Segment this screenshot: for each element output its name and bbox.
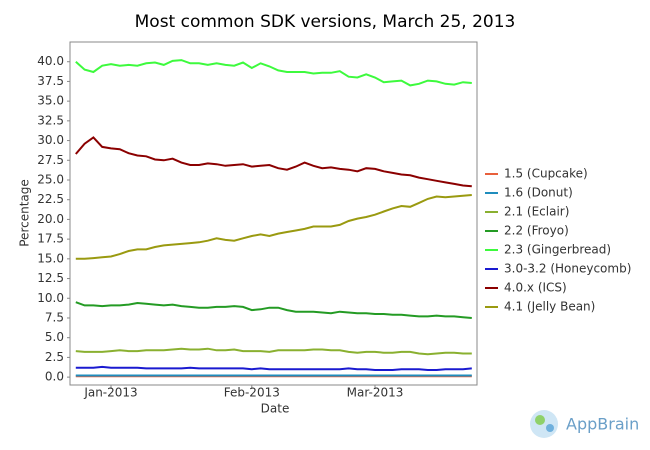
series-line (75, 347, 472, 356)
y-tick-label: 20.0 (37, 212, 64, 226)
logo-icon (546, 424, 554, 432)
legend-label: 4.0.x (ICS) (504, 281, 567, 295)
x-axis-label: Date (261, 402, 290, 416)
y-tick-label: 7.5 (45, 310, 64, 324)
y-tick-label: 25.0 (37, 172, 64, 186)
y-tick-label: 27.5 (37, 153, 64, 167)
x-tick-label: Feb-2013 (224, 386, 280, 400)
y-tick-label: 32.5 (37, 113, 64, 127)
legend-label: 1.5 (Cupcake) (504, 167, 588, 181)
legend-label: 2.1 (Eclair) (504, 205, 569, 219)
y-tick-label: 30.0 (37, 133, 64, 147)
legend-label: 3.0-3.2 (Honeycomb) (504, 262, 631, 276)
series-line (75, 59, 472, 87)
y-tick-label: 0.0 (45, 370, 64, 384)
y-tick-label: 15.0 (37, 251, 64, 265)
series-line (75, 301, 472, 319)
legend-label: 2.2 (Froyo) (504, 224, 569, 238)
y-tick-label: 35.0 (37, 94, 64, 108)
y-tick-label: 5.0 (45, 330, 64, 344)
chart-title: Most common SDK versions, March 25, 2013 (135, 12, 516, 32)
x-tick-label: Mar-2013 (347, 386, 404, 400)
y-tick-label: 22.5 (37, 192, 64, 206)
plot-frame (69, 41, 478, 386)
y-axis-label: Percentage (18, 179, 32, 247)
logo-icon (535, 415, 545, 425)
legend-label: 4.1 (Jelly Bean) (504, 300, 595, 314)
logo-icon (530, 410, 558, 438)
x-tick-label: Jan-2013 (83, 386, 137, 400)
y-tick-label: 37.5 (37, 74, 64, 88)
series-line (75, 194, 472, 260)
watermark: AppBrain (566, 415, 639, 434)
y-tick-label: 10.0 (37, 291, 64, 305)
logo: AppBrain (530, 410, 639, 438)
y-tick-label: 40.0 (37, 54, 64, 68)
series-line (75, 365, 472, 371)
y-tick-label: 17.5 (37, 232, 64, 246)
legend-label: 1.6 (Donut) (504, 186, 573, 200)
series-line (75, 136, 472, 188)
legend-label: 2.3 (Gingerbread) (504, 243, 611, 257)
y-tick-label: 2.5 (45, 350, 64, 364)
y-tick-label: 12.5 (37, 271, 64, 285)
